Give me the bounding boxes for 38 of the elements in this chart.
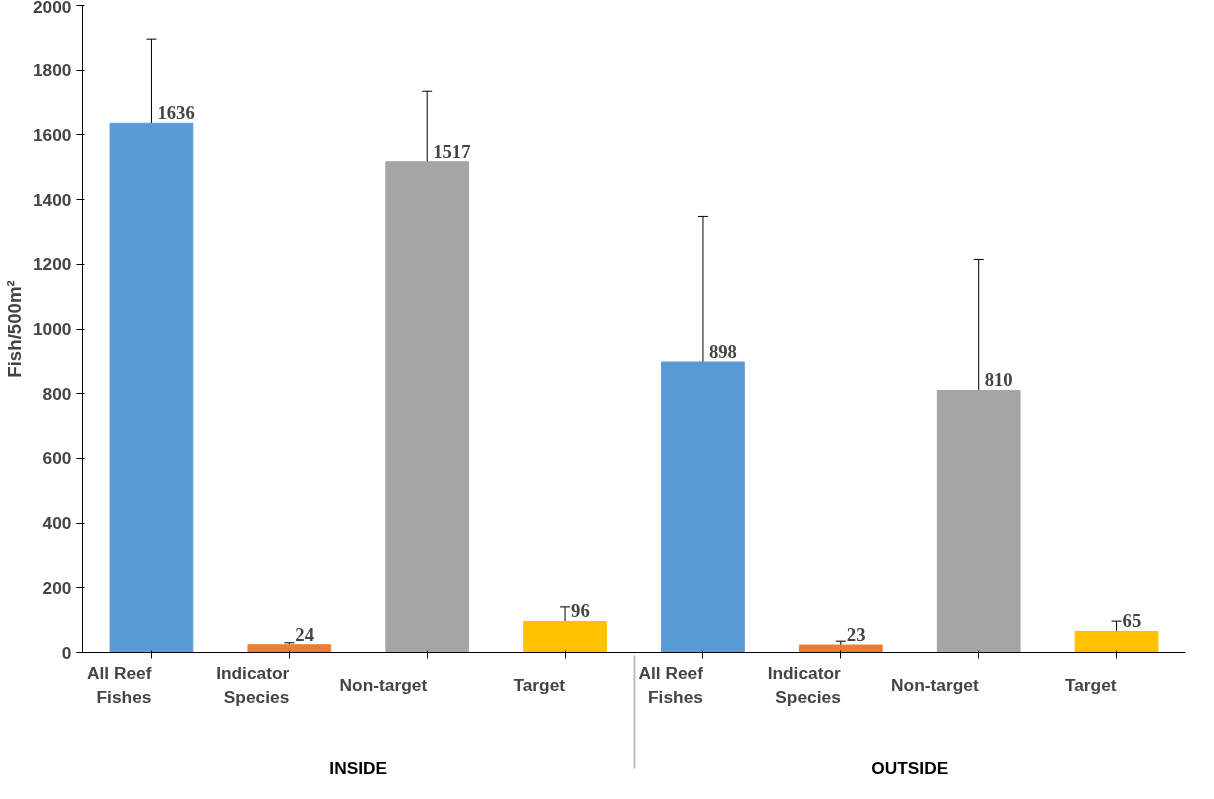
bar xyxy=(523,620,607,653)
y-tick-label: 2000 xyxy=(32,0,72,17)
y-tick-label: 200 xyxy=(42,577,72,598)
data-label: 24 xyxy=(295,623,314,645)
bar xyxy=(661,361,745,653)
x-tick-label: Non-target xyxy=(891,674,979,695)
y-tick-label: 1000 xyxy=(32,319,72,339)
data-label: 96 xyxy=(571,600,590,622)
data-label: 23 xyxy=(846,624,866,646)
data-label: 810 xyxy=(984,369,1013,391)
y-tick-label: 1600 xyxy=(32,124,72,145)
data-label: 898 xyxy=(708,341,737,362)
bar xyxy=(1074,630,1159,653)
text: OUTSIDE xyxy=(871,757,949,778)
data-label: 65 xyxy=(1122,610,1142,632)
y-tick-label: 400 xyxy=(42,513,72,534)
x-tick-label: Target xyxy=(513,674,566,695)
y-axis-title: Fish/500m² xyxy=(3,280,25,378)
x-tick-label: Indicator Species xyxy=(216,662,290,707)
y-tick-label: 1800 xyxy=(32,60,72,81)
data-label: 1517 xyxy=(433,140,471,162)
bar xyxy=(109,122,194,653)
y-tick-label: 0 xyxy=(61,642,72,663)
bar xyxy=(798,644,883,653)
x-tick-label: All Reef Fishes xyxy=(86,662,152,707)
y-tick-label: 1400 xyxy=(32,189,72,210)
x-tick-label: All Reef Fishes xyxy=(638,662,704,707)
bar xyxy=(936,389,1021,653)
y-tick-label: 600 xyxy=(42,448,72,469)
data-label: 1636 xyxy=(157,102,195,124)
x-tick-label: Non-target xyxy=(339,674,428,695)
bar xyxy=(247,644,332,653)
x-tick-label: Indicator Species xyxy=(767,662,842,707)
y-tick-label: 1200 xyxy=(32,254,72,275)
y-tick-label: 800 xyxy=(42,383,72,404)
x-tick-label: Target xyxy=(1064,674,1117,695)
text: INSIDE xyxy=(329,757,388,778)
bar xyxy=(385,161,470,653)
